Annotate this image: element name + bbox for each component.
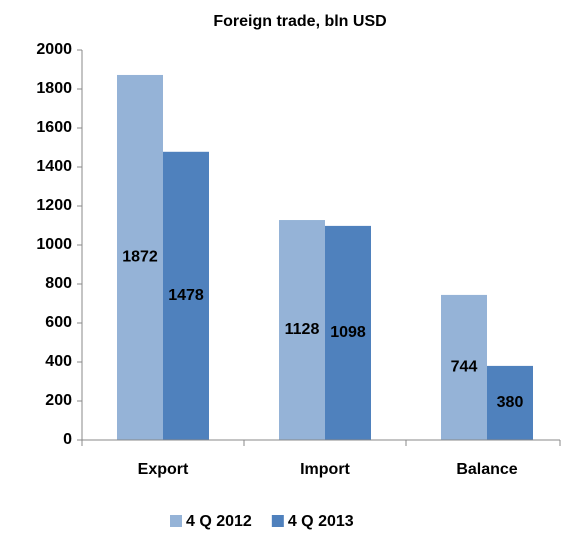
- y-tick-label: 1000: [36, 236, 72, 253]
- legend-label: 4 Q 2013: [288, 513, 354, 530]
- data-label: 1872: [122, 249, 158, 266]
- y-tick-label: 200: [45, 392, 72, 409]
- bar: [325, 225, 371, 440]
- y-tick-label: 600: [45, 314, 72, 331]
- chart-title: Foreign trade, bln USD: [213, 13, 386, 30]
- bar: [163, 151, 209, 441]
- y-tick-label: 800: [45, 275, 72, 292]
- legend-label: 4 Q 2012: [186, 513, 252, 530]
- data-label: 380: [497, 394, 524, 411]
- data-label: 1128: [285, 321, 320, 338]
- bar: [279, 220, 325, 440]
- bar: [441, 294, 487, 440]
- y-tick-label: 400: [45, 353, 72, 370]
- bar: [487, 365, 533, 440]
- data-label: 1478: [168, 287, 204, 304]
- y-tick-label: 1200: [36, 197, 72, 214]
- bar: [117, 74, 163, 441]
- x-tick-label: Export: [138, 461, 189, 478]
- y-tick-label: 1600: [36, 119, 72, 136]
- data-label: 1098: [330, 324, 366, 341]
- legend-swatch: [170, 515, 182, 527]
- x-tick-label: Import: [300, 461, 350, 478]
- y-tick-label: 1400: [36, 158, 72, 175]
- legend-swatch: [271, 515, 284, 527]
- x-tick-label: Balance: [456, 461, 517, 478]
- data-label: 744: [451, 359, 478, 376]
- y-tick-label: 2000: [36, 41, 72, 58]
- y-tick-label: 0: [63, 431, 72, 448]
- y-tick-label: 1800: [36, 80, 72, 97]
